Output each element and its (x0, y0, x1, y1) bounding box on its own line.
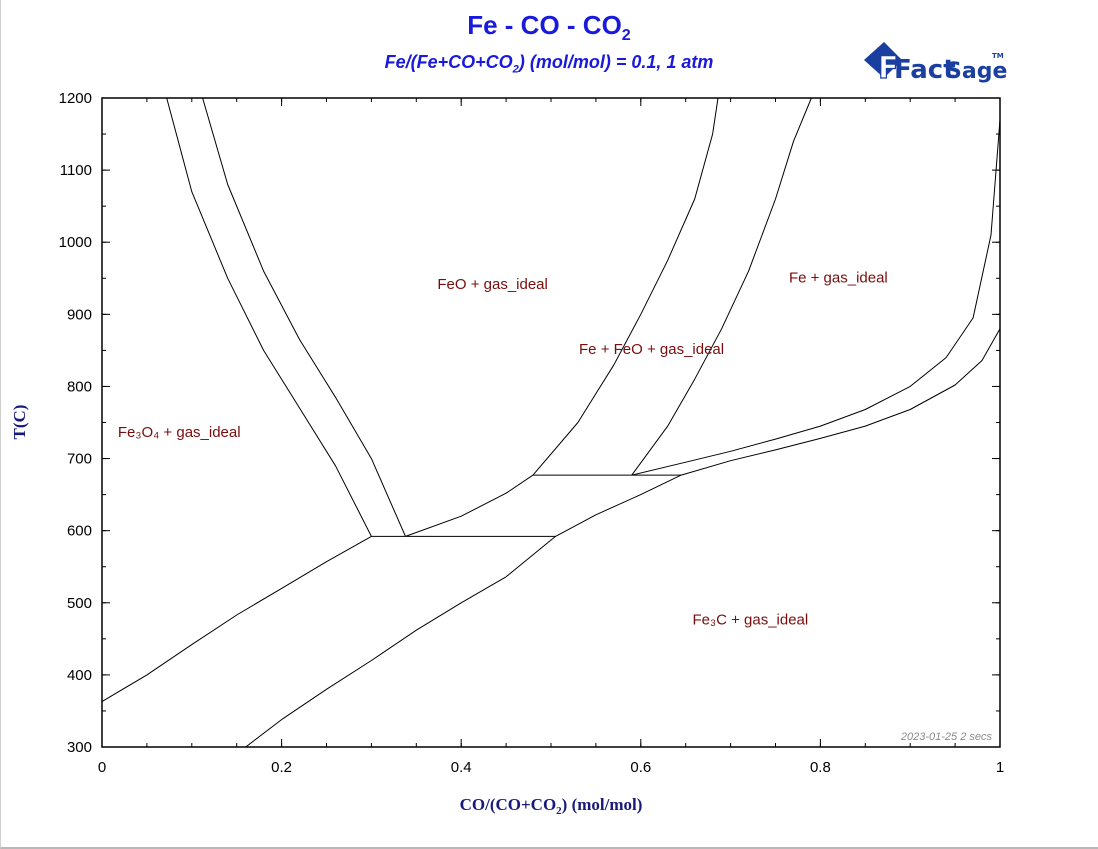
y-axis-title: T(C) (10, 405, 29, 440)
region-label: Fe + FeO + gas_ideal (579, 341, 724, 358)
x-tick-label: 0 (98, 759, 106, 776)
phase-boundaries (101, 97, 1001, 748)
phase-boundary-10 (245, 328, 1001, 748)
major-ticks (101, 97, 1001, 748)
x-tick-label: 0.4 (451, 759, 472, 776)
y-tick-label: 400 (67, 667, 92, 684)
svg-text:Fact: Fact (894, 55, 956, 85)
x-tick-labels: 0 0.2 0.4 0.6 0.8 1 (98, 759, 1004, 776)
y-tick-label: 500 (67, 595, 92, 612)
x-tick-label: 0.2 (271, 759, 292, 776)
y-tick-label: 1000 (59, 234, 92, 251)
region-label: Fe₃C + gas_ideal (692, 611, 808, 628)
phase-boundary-1 (166, 97, 372, 537)
y-tick-labels: 300 400 500 600 700 800 900 1000 1100 1200 (59, 90, 92, 756)
region-labels: FeO + gas_ideal Fe + gas_ideal Fe + FeO + … (118, 270, 888, 629)
svg-text:Sage: Sage (946, 59, 1007, 84)
y-tick-label: 600 (67, 523, 92, 540)
svg-text:F: F (878, 51, 899, 86)
phase-boundary-9 (631, 119, 1001, 476)
phase-boundary-5 (405, 474, 534, 537)
region-label: FeO + gas_ideal (437, 276, 548, 293)
factsage-logo: F Fact Sage TM (864, 42, 1007, 87)
phase-boundary-8 (631, 97, 812, 476)
svg-text:TM: TM (992, 52, 1004, 60)
plot-area (101, 97, 1001, 748)
region-label: Fe + gas_ideal (789, 270, 888, 287)
x-axis-title: CO/(CO+CO2) (mol/mol) (460, 795, 643, 817)
y-tick-label: 300 (67, 739, 92, 756)
region-label: Fe₃O₄ + gas_ideal (118, 424, 241, 441)
x-tick-label: 0.6 (630, 759, 651, 776)
chart-subtitle: Fe/(Fe+CO+CO2) (mol/mol) = 0.1, 1 atm (384, 52, 714, 76)
y-tick-label: 800 (67, 378, 92, 395)
minor-ticks (101, 97, 1001, 748)
phase-boundary-3 (101, 535, 372, 703)
timestamp-stamp: 2023-01-25 2 secs (900, 731, 993, 743)
phase-boundary-2 (202, 97, 406, 537)
chart-title: Fe - CO - CO2 (467, 10, 631, 45)
y-tick-label: 1100 (60, 162, 92, 179)
y-tick-label: 900 (67, 306, 92, 323)
phase-boundary-7 (532, 97, 719, 476)
y-tick-label: 1200 (59, 90, 92, 107)
y-tick-label: 700 (67, 451, 92, 468)
x-tick-label: 0.8 (810, 759, 831, 776)
x-tick-label: 1 (996, 759, 1004, 776)
